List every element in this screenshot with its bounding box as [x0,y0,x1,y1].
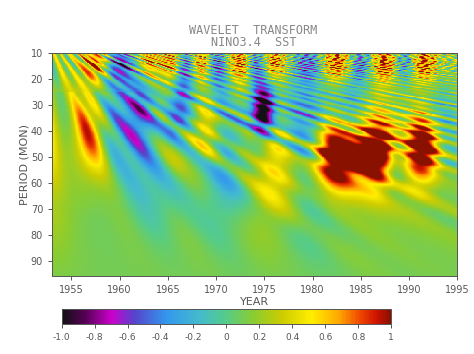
Y-axis label: PERIOD (MON): PERIOD (MON) [19,124,29,205]
Text: NINO3.4  SST: NINO3.4 SST [211,36,296,49]
Text: WAVELET  TRANSFORM: WAVELET TRANSFORM [190,24,318,37]
X-axis label: YEAR: YEAR [240,297,269,307]
